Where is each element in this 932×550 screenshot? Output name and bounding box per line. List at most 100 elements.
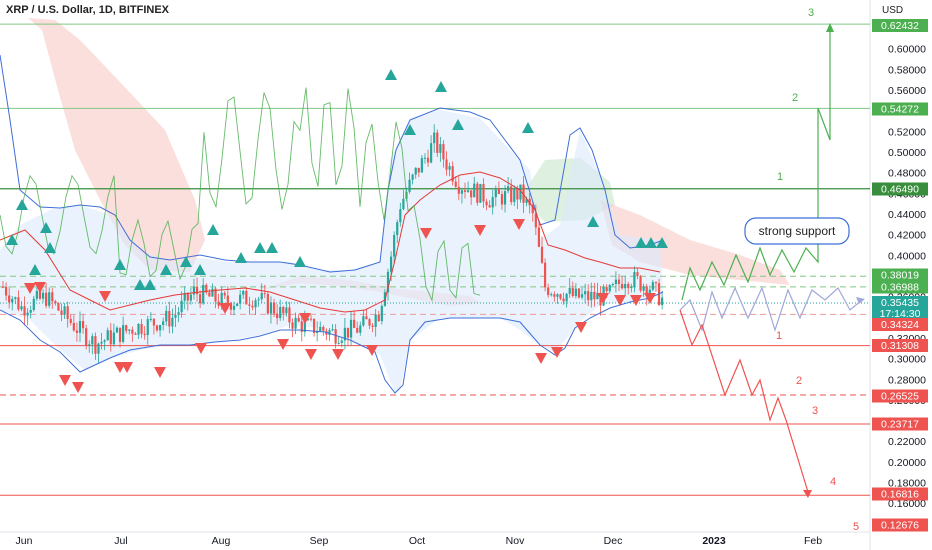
candle-body (88, 344, 91, 346)
candle-body (168, 310, 171, 327)
buy-signal-arrow (254, 242, 266, 253)
candle-body (72, 322, 75, 331)
buy-signal-arrow (656, 237, 668, 248)
candle-body (143, 333, 146, 336)
candle-body (349, 319, 353, 338)
candle-body (118, 327, 122, 342)
candle-body (303, 320, 306, 332)
candle-body (334, 329, 337, 344)
sell-signal-arrow (195, 343, 207, 354)
candle-body (146, 319, 149, 336)
candle-body (494, 188, 497, 198)
candle-body (386, 271, 390, 293)
candle-body (417, 167, 420, 173)
candle-body (57, 303, 60, 311)
candle-body (473, 183, 476, 198)
candle-body (614, 279, 618, 285)
candle-body (266, 293, 269, 314)
time-tick-label: 2023 (702, 535, 726, 547)
buy-signal-arrow (404, 124, 416, 135)
candle-body (547, 287, 550, 296)
candle-body (272, 302, 276, 314)
price-tick-label: 0.50000 (888, 147, 926, 159)
candle-body (654, 282, 658, 284)
ichimoku-cloud-bearish (28, 18, 205, 272)
candle-body (282, 307, 285, 314)
candle-body (565, 293, 568, 302)
candle-body (26, 312, 29, 316)
candle-body (137, 323, 140, 335)
candle-body (645, 286, 648, 296)
candle-body (340, 340, 343, 343)
candle-body (402, 198, 405, 210)
price-tag-label: 0.46490 (881, 184, 919, 196)
sell-signal-arrow (332, 349, 344, 360)
sell-signal-arrow (72, 382, 84, 393)
price-tick-label: 0.52000 (888, 126, 926, 138)
bollinger-lower (0, 291, 664, 394)
candle-body (177, 312, 180, 315)
range-projection-path (679, 286, 863, 332)
candle-body (45, 292, 48, 306)
buy-signal-arrow (235, 252, 247, 263)
buy-signal-arrow (635, 237, 647, 248)
bearish-projection-path (679, 309, 809, 493)
candle-body (420, 158, 423, 173)
candle-body (497, 188, 500, 195)
buy-signal-arrow (134, 279, 146, 290)
candle-body (356, 327, 359, 333)
price-tick-label: 0.42000 (888, 230, 926, 242)
buy-signal-arrow (266, 242, 278, 253)
candle-body (75, 330, 79, 333)
candle-body (276, 313, 279, 319)
time-tick-label: Aug (212, 535, 231, 547)
candle-body (199, 294, 202, 304)
candle-body (522, 184, 525, 203)
candle-body (94, 336, 97, 354)
candle-body (633, 272, 636, 287)
moving-average-line (0, 171, 661, 313)
price-tag-label: 0.38019 (881, 270, 919, 282)
wave-label-down-4: 4 (830, 476, 836, 488)
candle-body (617, 279, 621, 284)
candle-body (69, 318, 72, 323)
price-tag-label: 0.35435 (881, 297, 919, 309)
candle-body (251, 305, 254, 308)
candle-body (590, 291, 593, 301)
candle-body (149, 318, 152, 320)
candle-body (426, 157, 430, 163)
sell-signal-arrow (630, 295, 642, 306)
candle-body (155, 325, 159, 331)
candle-body (306, 318, 310, 321)
candle-body (263, 293, 266, 295)
price-tick-label: 0.44000 (888, 209, 926, 221)
candle-body (479, 184, 482, 203)
candle-body (519, 184, 522, 200)
candle-body (214, 288, 217, 302)
buy-signal-arrow (522, 122, 534, 133)
candle-body (389, 256, 393, 272)
price-tick-label: 0.20000 (888, 457, 926, 469)
candle-body (559, 294, 562, 299)
candle-body (503, 191, 507, 205)
buy-signal-arrow (40, 222, 52, 233)
sell-signal-arrow (121, 362, 133, 373)
candle-body (627, 284, 630, 289)
price-tag-box (872, 307, 928, 320)
candle-body (593, 291, 596, 300)
candle-body (81, 321, 85, 329)
candle-body (17, 297, 20, 310)
wave-label-down-5: 5 (853, 521, 859, 533)
candle-body (661, 297, 664, 305)
candle-body (112, 332, 115, 345)
sell-signal-arrow (59, 375, 71, 386)
price-tick-label: 0.56000 (888, 85, 926, 97)
sell-signal-arrow (305, 349, 317, 360)
price-tag-box (872, 296, 928, 309)
candle-body (482, 184, 485, 202)
time-tick-label: Sep (310, 535, 329, 547)
candle-body (608, 285, 611, 292)
candle-body (584, 291, 587, 295)
wave-label-down-2: 2 (796, 375, 802, 387)
